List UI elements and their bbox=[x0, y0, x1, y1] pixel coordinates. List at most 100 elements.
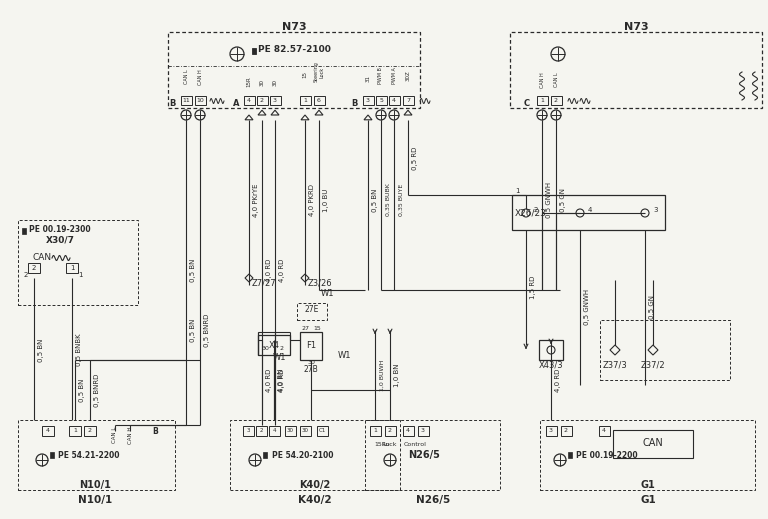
Bar bbox=[257, 96, 268, 105]
Text: 3: 3 bbox=[366, 99, 370, 103]
Text: W1: W1 bbox=[272, 352, 286, 362]
Bar bbox=[363, 96, 374, 105]
Bar bbox=[403, 426, 414, 436]
Bar bbox=[385, 426, 396, 436]
Text: 1,0 BU: 1,0 BU bbox=[323, 188, 329, 212]
Text: 0,5 BN: 0,5 BN bbox=[190, 258, 196, 282]
Text: B: B bbox=[152, 428, 158, 436]
Text: 4: 4 bbox=[406, 429, 410, 433]
Text: 10: 10 bbox=[196, 99, 204, 103]
Bar bbox=[403, 96, 414, 105]
Bar bbox=[18, 220, 138, 305]
Bar bbox=[600, 320, 730, 380]
Text: 30: 30 bbox=[260, 78, 264, 86]
Text: B: B bbox=[351, 100, 357, 108]
Text: W1: W1 bbox=[321, 289, 335, 297]
Bar bbox=[270, 96, 281, 105]
Text: B: B bbox=[169, 100, 175, 108]
Bar bbox=[244, 96, 255, 105]
Text: 2: 2 bbox=[31, 265, 36, 271]
Text: 2: 2 bbox=[88, 429, 92, 433]
Bar bbox=[230, 420, 400, 490]
Text: X4: X4 bbox=[269, 340, 280, 349]
Text: 0,5 GNWH: 0,5 GNWH bbox=[584, 289, 590, 325]
Text: CAN H: CAN H bbox=[127, 426, 133, 444]
Text: C: C bbox=[524, 100, 530, 108]
Text: 0,5 BNBK: 0,5 BNBK bbox=[76, 334, 82, 366]
Text: 4: 4 bbox=[588, 207, 592, 213]
Text: 15: 15 bbox=[303, 72, 307, 78]
Text: 0,5 GNWH: 0,5 GNWH bbox=[546, 182, 552, 218]
Text: 1: 1 bbox=[303, 99, 307, 103]
Text: 4,0 RD: 4,0 RD bbox=[279, 368, 285, 392]
Bar bbox=[365, 420, 500, 490]
Text: X26/23: X26/23 bbox=[515, 209, 547, 217]
Text: 0,5 BNRD: 0,5 BNRD bbox=[204, 313, 210, 347]
Bar bbox=[297, 303, 327, 320]
Text: 30: 30 bbox=[286, 429, 293, 433]
Text: 2: 2 bbox=[279, 346, 283, 350]
Text: 3: 3 bbox=[273, 99, 277, 103]
Text: 4,0 BN: 4,0 BN bbox=[278, 368, 284, 392]
Text: 2: 2 bbox=[24, 272, 28, 278]
Text: 4: 4 bbox=[602, 429, 606, 433]
Text: 0,5 GN: 0,5 GN bbox=[560, 188, 566, 212]
Bar bbox=[300, 332, 322, 360]
Bar bbox=[537, 96, 548, 105]
Bar bbox=[168, 32, 420, 108]
Text: 4,0 RD: 4,0 RD bbox=[266, 258, 272, 282]
Text: 1: 1 bbox=[373, 429, 377, 433]
Text: 7: 7 bbox=[406, 99, 410, 103]
Bar bbox=[418, 426, 429, 436]
Text: 1,5 RD: 1,5 RD bbox=[530, 275, 536, 299]
Text: A: A bbox=[233, 100, 240, 108]
Bar bbox=[599, 426, 610, 436]
Bar bbox=[613, 430, 693, 458]
Text: 2: 2 bbox=[388, 429, 392, 433]
Text: 4: 4 bbox=[46, 429, 50, 433]
Bar bbox=[269, 426, 280, 436]
Bar bbox=[50, 452, 54, 458]
Bar bbox=[66, 263, 78, 273]
Text: G1: G1 bbox=[641, 480, 655, 490]
Text: CAN: CAN bbox=[643, 438, 664, 448]
Text: N10/1: N10/1 bbox=[78, 495, 112, 505]
Text: 2: 2 bbox=[554, 99, 558, 103]
Text: Z37/3: Z37/3 bbox=[603, 361, 627, 370]
Text: 27: 27 bbox=[301, 325, 309, 331]
Text: N26/5: N26/5 bbox=[416, 495, 450, 505]
Text: 4,0 RD: 4,0 RD bbox=[555, 368, 561, 392]
Text: CAN H: CAN H bbox=[197, 69, 203, 85]
Bar bbox=[28, 263, 40, 273]
Text: 2: 2 bbox=[260, 99, 264, 103]
Bar bbox=[285, 426, 296, 436]
Bar bbox=[256, 426, 267, 436]
Text: 4: 4 bbox=[247, 99, 251, 103]
Bar bbox=[561, 426, 572, 436]
Bar bbox=[314, 96, 325, 105]
Bar bbox=[376, 96, 387, 105]
Text: CAN L: CAN L bbox=[112, 427, 118, 443]
Bar bbox=[568, 452, 572, 458]
Bar bbox=[195, 96, 206, 105]
Text: 1: 1 bbox=[73, 429, 77, 433]
Text: 1: 1 bbox=[540, 99, 544, 103]
Text: 2: 2 bbox=[260, 429, 263, 433]
Text: 15R: 15R bbox=[247, 77, 251, 87]
Bar bbox=[370, 426, 381, 436]
Text: Control: Control bbox=[403, 443, 426, 447]
Text: 2: 2 bbox=[534, 207, 538, 213]
Text: 15Ru: 15Ru bbox=[374, 443, 389, 447]
Bar bbox=[252, 48, 256, 54]
Bar bbox=[18, 420, 175, 490]
Text: 30: 30 bbox=[302, 429, 309, 433]
Bar bbox=[546, 426, 557, 436]
Text: CAN L: CAN L bbox=[184, 70, 188, 85]
Text: 3: 3 bbox=[421, 429, 425, 433]
Bar bbox=[551, 96, 562, 105]
Bar bbox=[300, 96, 311, 105]
Text: 27B: 27B bbox=[303, 365, 319, 375]
Text: PE 54.21-2200: PE 54.21-2200 bbox=[58, 450, 120, 459]
Text: 4: 4 bbox=[272, 429, 276, 433]
Text: 3: 3 bbox=[653, 207, 657, 213]
